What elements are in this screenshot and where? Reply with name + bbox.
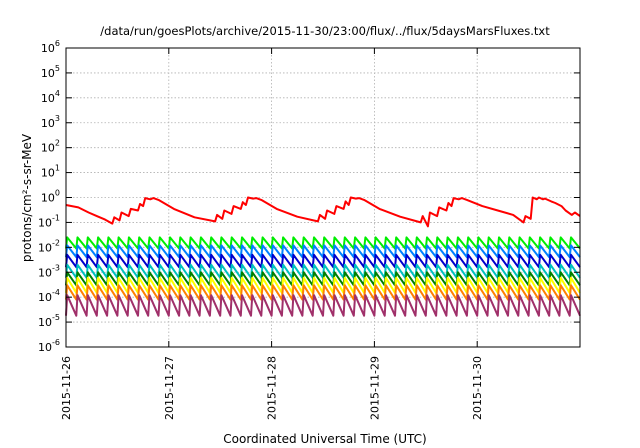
- y-tick-exponent: 3: [55, 114, 60, 123]
- y-tick-label: 10-4: [38, 288, 60, 304]
- series-line-8: [65, 294, 581, 317]
- y-tick-label: 101: [41, 164, 60, 180]
- y-tick-exponent: 0: [55, 189, 60, 198]
- y-tick-label: 104: [41, 89, 60, 105]
- y-tick-base: 10: [38, 266, 52, 279]
- y-tick-label: 10-3: [38, 263, 60, 279]
- x-tick-label: 2015-11-30: [471, 356, 484, 420]
- y-tick-base: 10: [38, 291, 52, 304]
- x-axis-ticks: 2015-11-26 2015-11-27 2015-11-28 2015-11-29…: [60, 48, 484, 420]
- y-tick-exponent: 1: [55, 164, 60, 173]
- y-tick-base: 10: [41, 192, 55, 205]
- chart-title: /data/run/goesPlots/archive/2015-11-30/2…: [100, 24, 550, 38]
- y-tick-exponent: 4: [55, 89, 60, 98]
- y-tick-label: 10-6: [38, 338, 60, 354]
- y-tick-label: 106: [41, 39, 60, 55]
- y-tick-base: 10: [41, 67, 55, 80]
- y-tick-base: 10: [38, 241, 52, 254]
- y-tick-label: 10-1: [38, 213, 60, 229]
- y-tick-exponent: -4: [52, 288, 60, 297]
- y-tick-label: 10-5: [38, 313, 60, 329]
- y-tick-exponent: -1: [52, 213, 60, 222]
- y-tick-exponent: -2: [52, 238, 60, 247]
- y-tick-exponent: 5: [55, 64, 60, 73]
- series-lines: [65, 196, 581, 317]
- y-tick-base: 10: [41, 92, 55, 105]
- x-tick-label: 2015-11-26: [60, 356, 73, 420]
- y-tick-base: 10: [38, 216, 52, 229]
- series-line-0: [65, 196, 581, 228]
- y-tick-exponent: -3: [52, 263, 60, 272]
- series-line-1: [65, 236, 581, 250]
- y-axis-label: protons/cm²-s-sr-MeV: [20, 133, 34, 262]
- y-tick-label: 10-2: [38, 238, 60, 254]
- y-tick-exponent: 2: [55, 139, 60, 148]
- x-axis-label: Coordinated Universal Time (UTC): [223, 432, 426, 446]
- y-tick-label: 100: [41, 189, 60, 205]
- y-tick-base: 10: [41, 117, 55, 130]
- y-axis-ticks: 10-610-510-410-310-210-11001011021031041…: [38, 39, 580, 354]
- y-tick-label: 103: [41, 114, 60, 130]
- x-tick-label: 2015-11-29: [368, 356, 381, 420]
- y-tick-label: 102: [41, 139, 60, 155]
- y-tick-label: 105: [41, 64, 60, 80]
- y-tick-base: 10: [41, 142, 55, 155]
- y-tick-exponent: -6: [52, 338, 60, 347]
- x-tick-label: 2015-11-27: [163, 356, 176, 420]
- y-tick-base: 10: [38, 341, 52, 354]
- y-tick-base: 10: [41, 42, 55, 55]
- y-tick-exponent: 6: [55, 39, 60, 48]
- y-tick-base: 10: [38, 316, 52, 329]
- x-tick-label: 2015-11-28: [266, 356, 279, 420]
- y-tick-exponent: -5: [52, 313, 60, 322]
- y-tick-base: 10: [41, 167, 55, 180]
